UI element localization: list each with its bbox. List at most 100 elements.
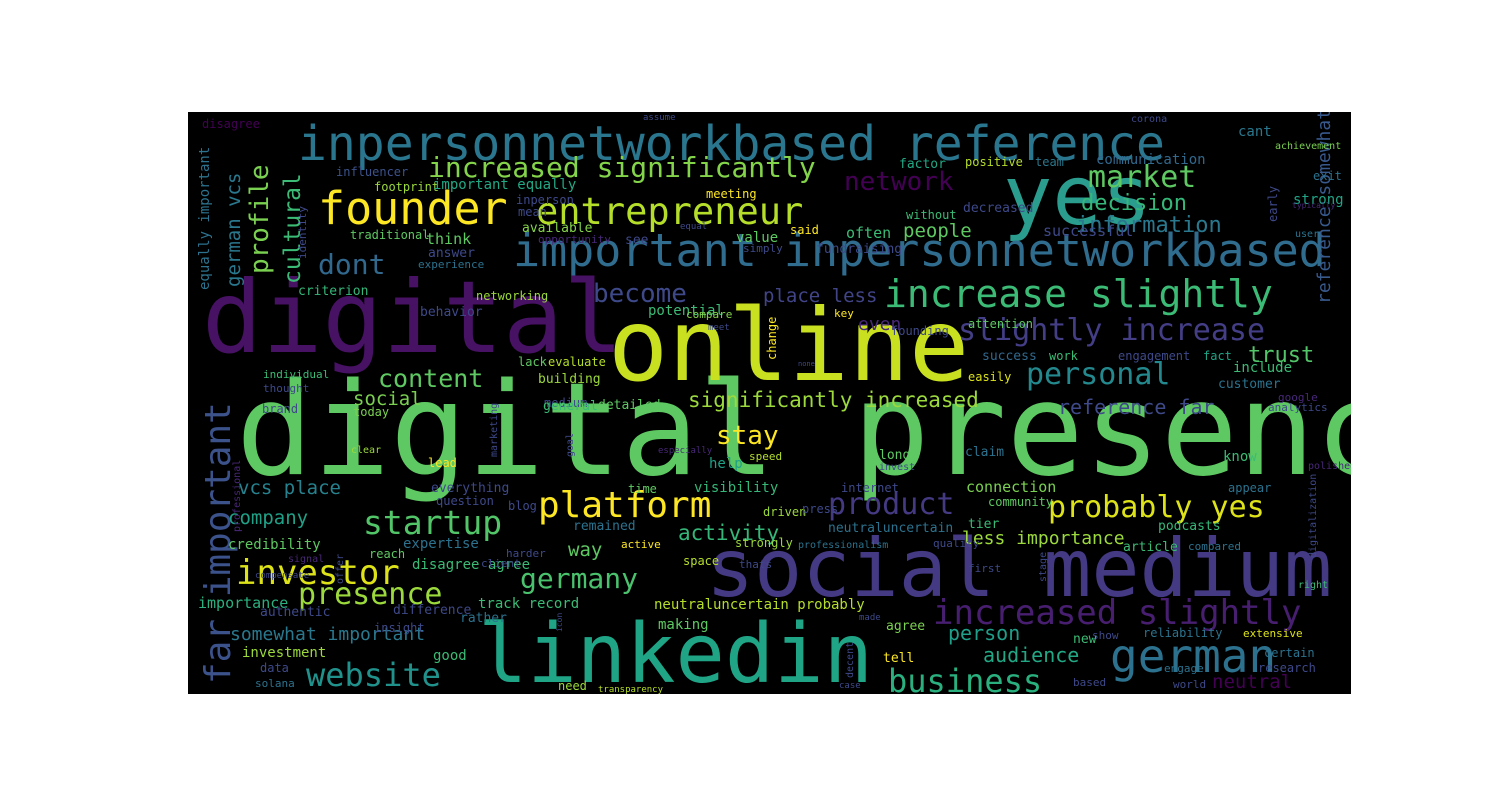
word-information: information xyxy=(1076,213,1222,238)
word-content: content xyxy=(378,364,483,393)
word-footprint: footprint xyxy=(374,180,439,194)
word-driven: driven xyxy=(763,505,806,519)
word-active: active xyxy=(621,538,661,551)
word-meet: meet xyxy=(708,323,730,333)
word-internet: internet xyxy=(841,481,899,495)
word-linkedin: linkedin xyxy=(478,607,873,694)
word-google: google xyxy=(1278,391,1318,404)
word-team: team xyxy=(1035,155,1064,169)
word-thought: thought xyxy=(263,382,309,395)
word-insight: insight xyxy=(374,621,425,635)
word-successful: successful xyxy=(1043,222,1133,240)
word-compared: compared xyxy=(1188,540,1241,553)
word-somewhat-important: somewhat important xyxy=(230,624,425,645)
word-appear: appear xyxy=(1228,481,1271,495)
word-investor: investor xyxy=(236,553,400,593)
word-speed: speed xyxy=(749,450,782,463)
word-cultural: cultural xyxy=(280,173,306,284)
word-include: include xyxy=(1233,360,1292,376)
word-entrepreneur: entrepreneur xyxy=(536,190,803,233)
word-podcasts: podcasts xyxy=(1158,519,1221,534)
word-help: help xyxy=(709,456,743,472)
word-activity: activity xyxy=(678,521,779,545)
word-decreased: decreased xyxy=(963,201,1033,216)
word-good: good xyxy=(433,648,467,664)
word-probably-yes: probably yes xyxy=(1048,490,1265,525)
word-neutral: neutral xyxy=(1212,671,1292,693)
word-medium: medium xyxy=(544,396,587,410)
word-way: way xyxy=(568,539,602,561)
word-change: change xyxy=(765,317,779,360)
word-social-medium: social medium xyxy=(706,522,1332,615)
word-professional: professional xyxy=(232,460,243,532)
word-quality: quality xyxy=(933,537,980,550)
word-success: success xyxy=(982,349,1037,364)
word-often: often xyxy=(846,224,891,242)
word-behavior: behavior xyxy=(420,305,483,320)
word-connection: connection xyxy=(966,478,1056,496)
word-networking: networking xyxy=(476,289,548,303)
word-show: show xyxy=(1092,629,1119,642)
word-solana: solana xyxy=(255,677,295,690)
word-signal: signal xyxy=(288,554,324,565)
word-company: company xyxy=(228,507,308,529)
word-none: none xyxy=(798,360,815,368)
word-question: question xyxy=(436,494,494,508)
word-significantly-increased: significantly increased xyxy=(688,388,979,412)
word-business: business xyxy=(888,662,1042,694)
word-investment: investment xyxy=(242,645,326,661)
word-less-importance: less importance xyxy=(962,528,1125,549)
word-trust: trust xyxy=(1248,343,1314,368)
word-need: need xyxy=(558,679,587,693)
word-decent: decent xyxy=(845,642,856,678)
word-difference: difference xyxy=(393,603,471,618)
word-equally-important: equally important xyxy=(197,147,213,290)
word-meeting: meeting xyxy=(706,187,757,201)
word-market: market xyxy=(1088,160,1196,195)
word-said: said xyxy=(790,223,819,237)
word-track-record: track record xyxy=(478,596,579,612)
word-credibility: credibility xyxy=(228,537,321,553)
word-founding: founding xyxy=(891,324,949,338)
word-slightly-increase: slightly increase xyxy=(958,313,1265,348)
word-increased-slightly: increased slightly xyxy=(933,593,1301,633)
word-digitalization: digitalization xyxy=(1308,474,1319,558)
word-marketing: marketing xyxy=(489,403,500,457)
word-cloud: digital presence online social medium linke… xyxy=(188,112,1351,694)
word-analytics: analytics xyxy=(1268,401,1328,414)
word-german-vcs: german vcs xyxy=(223,173,245,287)
word-achievement: achievement xyxy=(1275,141,1341,152)
word-importance: importance xyxy=(198,594,288,612)
word-visibility: visibility xyxy=(694,480,778,496)
word-startup: startup xyxy=(363,503,502,542)
word-founder: founder xyxy=(318,182,508,235)
word-clear: clear xyxy=(351,445,381,456)
word-key: key xyxy=(834,307,854,320)
word-harder: harder xyxy=(506,547,546,560)
word-germany: germany xyxy=(520,562,638,595)
word-fact: fact xyxy=(1203,349,1232,363)
word-press: press xyxy=(802,502,838,516)
word-corona: corona xyxy=(1131,114,1167,125)
word-product: product xyxy=(828,487,954,522)
word-traditional: traditional xyxy=(350,228,429,242)
word-value: value xyxy=(736,230,778,246)
word-space: space xyxy=(683,554,719,568)
word-far-important: far important xyxy=(198,402,239,684)
word-presence: presence xyxy=(298,577,443,612)
word-reliability: reliability xyxy=(1143,626,1222,640)
word-neutraluncertain-probably: neutraluncertain probably xyxy=(654,597,865,613)
word-easily: easily xyxy=(968,370,1011,384)
word-factor: factor xyxy=(899,157,946,172)
word-rather: rather xyxy=(460,611,507,626)
word-disagree: disagree xyxy=(202,117,260,131)
word-stay: stay xyxy=(716,421,779,451)
word-icon: icon xyxy=(555,613,564,632)
word-stage: stage xyxy=(1038,552,1049,582)
word-engage: engage xyxy=(1164,662,1204,675)
word-extensive: extensive xyxy=(1243,627,1303,640)
word-people: people xyxy=(903,220,972,242)
word-building: building xyxy=(538,372,601,387)
word-claim: claim xyxy=(965,445,1004,460)
word-transparency: transparency xyxy=(598,685,664,694)
